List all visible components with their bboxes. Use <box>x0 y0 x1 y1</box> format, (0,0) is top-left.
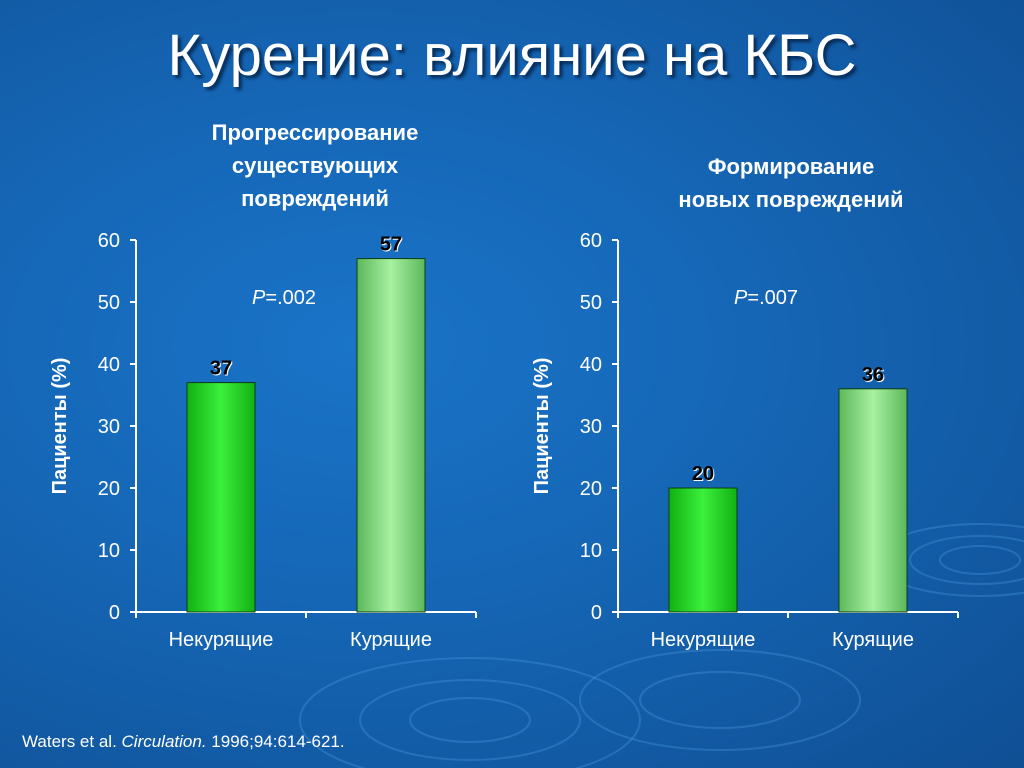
y-tick-label: 40 <box>580 354 602 376</box>
category-label: Курящие <box>350 629 432 651</box>
bar-nonsmokers <box>668 487 738 613</box>
y-tick-label: 30 <box>98 416 120 438</box>
y-axis-label: Пациенты (%) <box>49 358 71 495</box>
chart-new-lesions: Пациенты (%)01020304050602020Некурящие36… <box>531 230 959 651</box>
citation-details: 1996;94:614-621. <box>206 732 345 751</box>
data-label: 57 <box>380 234 402 256</box>
data-label: 37 <box>210 358 232 380</box>
data-label: 36 <box>862 364 884 386</box>
y-tick-label: 60 <box>98 230 120 252</box>
bar-smokers <box>838 388 908 613</box>
bar-nonsmokers <box>186 382 256 613</box>
y-tick-label: 10 <box>580 540 602 562</box>
data-label-shadow: 36 <box>863 365 885 387</box>
chart-progression: Пациенты (%)01020304050603737Некурящие57… <box>49 230 477 651</box>
chart-2-title: Формирование новых повреждений <box>678 154 904 212</box>
y-tick-label: 60 <box>580 230 602 252</box>
data-label-shadow: 57 <box>381 235 403 257</box>
y-tick-label: 10 <box>98 540 120 562</box>
citation-journal: Circulation. <box>121 732 207 751</box>
y-tick-label: 50 <box>98 292 120 314</box>
y-tick-label: 30 <box>580 416 602 438</box>
data-label: 20 <box>692 463 714 485</box>
p-value-annotation: P=.002 <box>252 287 316 309</box>
citation: Waters et al. Circulation. 1996;94:614-6… <box>22 732 345 752</box>
p-value-annotation: P=.007 <box>734 287 798 309</box>
y-tick-label: 0 <box>109 602 120 624</box>
y-tick-label: 20 <box>98 478 120 500</box>
data-label-shadow: 37 <box>211 359 233 381</box>
y-axis-label: Пациенты (%) <box>531 358 553 495</box>
category-label: Некурящие <box>651 629 756 651</box>
y-tick-label: 40 <box>98 354 120 376</box>
data-label-shadow: 20 <box>693 464 715 486</box>
y-tick-label: 50 <box>580 292 602 314</box>
slide-title: Курение: влияние на КБС <box>167 23 857 88</box>
category-label: Некурящие <box>169 629 274 651</box>
chart-1-title: Прогрессирование существующих повреждени… <box>211 120 419 211</box>
y-tick-label: 0 <box>591 602 602 624</box>
category-label: Курящие <box>832 629 914 651</box>
bar-smokers <box>356 258 426 613</box>
citation-authors: Waters et al. <box>22 732 122 751</box>
y-tick-label: 20 <box>580 478 602 500</box>
